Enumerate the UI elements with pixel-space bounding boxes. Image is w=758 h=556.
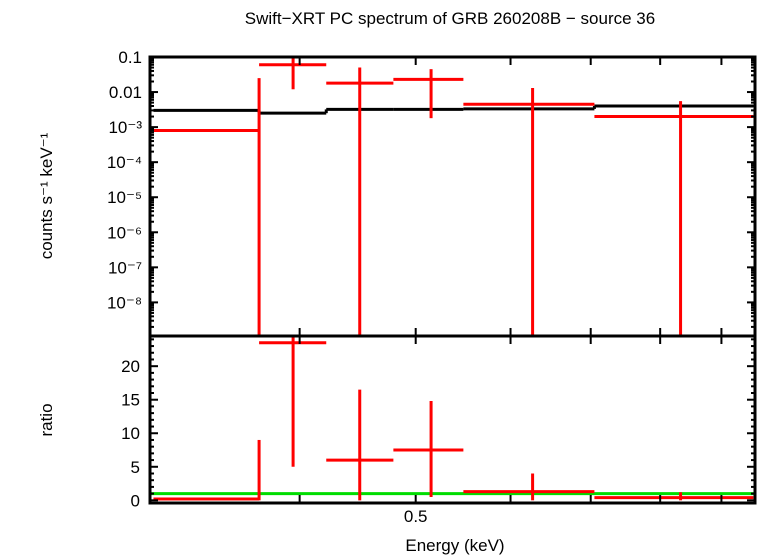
y-tick-label: 10 <box>121 424 140 443</box>
y-tick-label: 10⁻⁷ <box>108 258 142 277</box>
y-tick-label: 10⁻⁵ <box>107 188 142 207</box>
top-panel-frame <box>148 55 757 338</box>
y-tick-label: 5 <box>131 458 140 477</box>
top-y-axis-label: counts s⁻¹ keV⁻¹ <box>37 132 56 259</box>
bottom-y-axis-label: ratio <box>37 403 56 436</box>
x-tick-label: 0.5 <box>404 507 428 526</box>
y-tick-label: 20 <box>121 357 140 376</box>
bottom-panel-frame <box>148 334 757 505</box>
y-tick-label: 0.1 <box>118 48 142 67</box>
y-tick-label: 10⁻⁴ <box>107 153 142 172</box>
y-tick-label: 10⁻³ <box>108 118 142 137</box>
y-tick-label: 0 <box>131 491 140 510</box>
x-axis-label: Energy (keV) <box>405 536 504 555</box>
y-tick-label: 10⁻⁶ <box>107 223 142 242</box>
y-tick-label: 15 <box>121 391 140 410</box>
chart-title: Swift−XRT PC spectrum of GRB 260208B − s… <box>245 9 655 28</box>
y-tick-label: 10⁻⁸ <box>107 293 142 312</box>
y-tick-label: 0.01 <box>109 83 142 102</box>
